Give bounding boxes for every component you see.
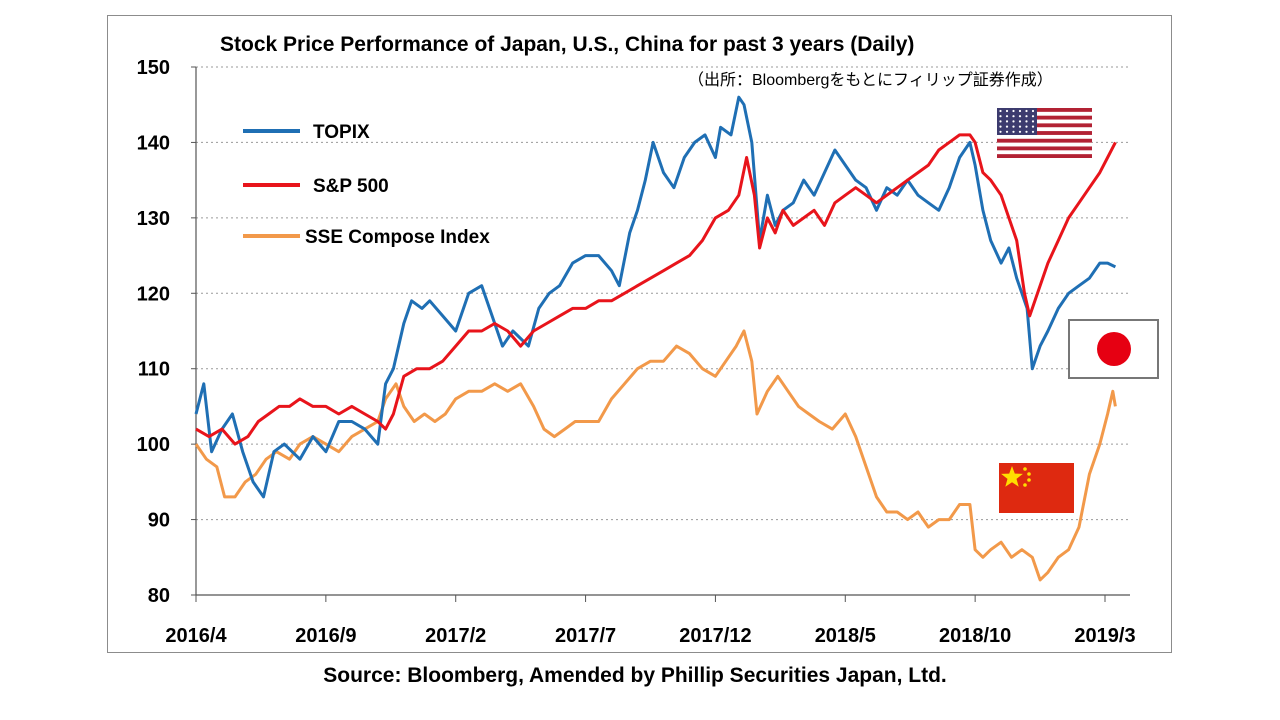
us-flag-star [1005,120,1009,123]
x-tick-label: 2018/5 [815,625,876,647]
us-flag-star [1031,115,1035,118]
y-tick-label: 150 [137,57,170,79]
china-flag [999,463,1074,513]
y-tick-label: 90 [148,510,170,532]
us-flag-star [1012,125,1015,128]
legend-label: SSE Compose Index [305,227,490,248]
us-flag-star [1025,125,1028,128]
us-flag-star [1005,130,1009,133]
x-tick-label: 2016/9 [295,625,356,647]
us-flag-stripe [997,123,1092,128]
chart-subtitle: （出所：Bloombergをもとにフィリップ証券作成） [688,72,1053,89]
us-flag-star [1018,130,1022,133]
us-flag-star [1012,130,1015,133]
japan-flag [1068,319,1159,379]
series-layer [194,95,1117,582]
us-flag-star [1031,125,1035,128]
us-flag-star [1018,109,1022,113]
x-tick-label: 2017/12 [679,625,751,647]
us-flag-star [999,120,1002,123]
x-tick-label: 2019/3 [1074,625,1135,647]
us-flag-star [1031,120,1035,123]
chart-title: Stock Price Performance of Japan, U.S., … [220,33,915,56]
x-tick-label: 2017/7 [555,625,616,647]
x-tick-label: 2016/4 [165,625,227,647]
us-flag-star [1005,115,1009,118]
us-flag-star [1012,120,1015,123]
y-tick-label: 80 [148,585,170,607]
us-flag-star [999,130,1002,133]
y-tick-label: 110 [138,359,170,381]
us-flag-star [1031,109,1035,113]
us-flag-stripe [997,115,1092,120]
us-flag-star [1018,115,1022,118]
axes-layer: 80 90 100 110 120 130 140 150 2016/4 2016/9 2017/2… [137,57,1136,647]
series-line-topix [194,95,1117,499]
us-flag-star [1025,120,1028,123]
y-tick-label: 120 [137,283,170,305]
us-flag-stripe [997,154,1092,158]
us-flag-stripe [997,146,1092,151]
us-flag-star [1025,115,1028,118]
us-flag-star [1012,109,1015,113]
legend-label: S&P 500 [313,176,389,197]
x-tick-label: 2017/2 [425,625,486,647]
y-tick-label: 130 [137,208,170,230]
china-flag-big-star [1001,466,1023,487]
series-line-s-p-500 [195,133,1117,446]
series-line-sse-compose-index [194,329,1117,582]
us-flag-stripe [997,108,1092,112]
y-tick-label: 140 [137,132,170,154]
us-flag-star [1031,130,1035,133]
grid-layer [196,66,1130,521]
us-flag-star [1005,125,1009,128]
us-flag-star [1025,109,1028,113]
us-flag-star [1025,130,1028,133]
y-tick-label: 100 [137,434,170,456]
us-flag-star [1018,125,1022,128]
us-flag-star [1018,120,1022,123]
us-flag-stripe [997,138,1092,143]
us-flag-star [1012,115,1015,118]
legend: TOPIX S&P 500 SSE Compose Index [243,122,490,248]
us-flag-star [999,115,1002,118]
us-flag [997,108,1092,158]
source-note: Source: Bloomberg, Amended by Phillip Se… [323,664,947,687]
us-flag-star [999,125,1002,128]
us-flag-star [1005,109,1009,113]
us-flag-star [999,109,1002,113]
x-tick-label: 2018/10 [939,625,1011,647]
us-flag-stripe [997,131,1092,135]
legend-label: TOPIX [313,122,370,143]
